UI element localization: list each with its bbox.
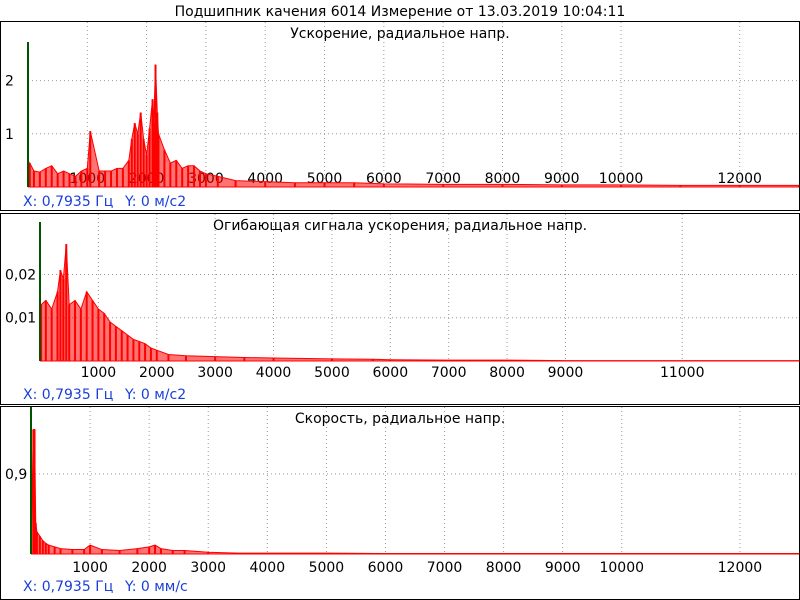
x-tick-label: 4000 <box>249 560 285 576</box>
x-tick-label: 7000 <box>425 171 461 187</box>
x-tick-label: 8000 <box>486 560 522 576</box>
cursor-y-readout: Y: 0 м/с2 <box>125 387 187 403</box>
acceleration-chart-title: Ускорение, радиальное напр. <box>290 26 510 42</box>
x-tick-label: 10000 <box>599 560 644 576</box>
velocity-spectrum-chart[interactable]: 1000 2000 3000 4000 5000 6000 7000 8000 9000 1000… <box>1 407 799 599</box>
y-tick-label: 0,01 <box>5 311 36 327</box>
velocity-chart-title: Скорость, радиальное напр. <box>294 411 506 427</box>
envelope-chart-title: Огибающая сигнала ускорения, радиальное … <box>212 218 588 234</box>
x-tick-label: 8000 <box>489 365 525 381</box>
x-tick-label: 1000 <box>81 365 117 381</box>
x-tick-label: 4000 <box>256 365 292 381</box>
x-tick-label: 6000 <box>372 365 408 381</box>
x-tick-label: 9000 <box>544 171 580 187</box>
window-title: Подшипник качения 6014 Измерение от 13.0… <box>174 4 626 20</box>
x-tick-label: 12000 <box>718 560 763 576</box>
envelope-spectrum-chart[interactable]: 1000 2000 3000 4000 5000 6000 7000 8000 9000 1100… <box>1 214 799 404</box>
x-tick-label: 2000 <box>131 560 167 576</box>
x-tick-label: 12000 <box>717 171 762 187</box>
x-tick-label: 11000 <box>660 365 705 381</box>
x-tick-label: 5000 <box>314 365 350 381</box>
spectrum-envelope <box>39 244 799 362</box>
cursor-x-readout: X: 0,7935 Гц <box>23 194 114 210</box>
x-tick-label: 7000 <box>431 365 467 381</box>
x-tick-label: 3000 <box>190 560 226 576</box>
spectrum-envelope <box>30 428 799 555</box>
x-tick-label: 8000 <box>485 171 521 187</box>
velocity-spectrum-panel[interactable]: 1000 2000 3000 4000 5000 6000 7000 8000 9000 1000… <box>0 406 800 600</box>
cursor-y-readout: Y: 0 мм/с <box>125 579 188 595</box>
x-tick-label: 1000 <box>72 560 108 576</box>
x-tick-label: 7000 <box>427 560 463 576</box>
x-tick-label: 9000 <box>545 560 581 576</box>
x-tick-label: 3000 <box>197 365 233 381</box>
y-tick-label: 2 <box>5 74 14 90</box>
x-tick-label: 6000 <box>368 560 404 576</box>
y-tick-label: 0,02 <box>5 267 36 283</box>
x-tick-label: 2000 <box>139 365 175 381</box>
spectrum-envelope <box>27 64 799 188</box>
x-tick-label: 5000 <box>309 560 345 576</box>
acceleration-spectrum-chart[interactable]: 1000200030004000500060007000800090001000… <box>1 22 799 210</box>
cursor-y-readout: Y: 0 м/с2 <box>125 194 187 210</box>
y-tick-label: 0,9 <box>5 467 27 483</box>
cursor-x-readout: X: 0,7935 Гц <box>23 579 114 595</box>
y-tick-label: 1 <box>5 127 14 143</box>
envelope-spectrum-panel[interactable]: 1000 2000 3000 4000 5000 6000 7000 8000 9000 1100… <box>0 213 800 405</box>
cursor-x-readout: X: 0,7935 Гц <box>23 387 114 403</box>
acceleration-spectrum-panel[interactable]: 1000200030004000500060007000800090001000… <box>0 21 800 211</box>
x-tick-label: 10000 <box>599 171 644 187</box>
x-tick-label: 9000 <box>548 365 584 381</box>
